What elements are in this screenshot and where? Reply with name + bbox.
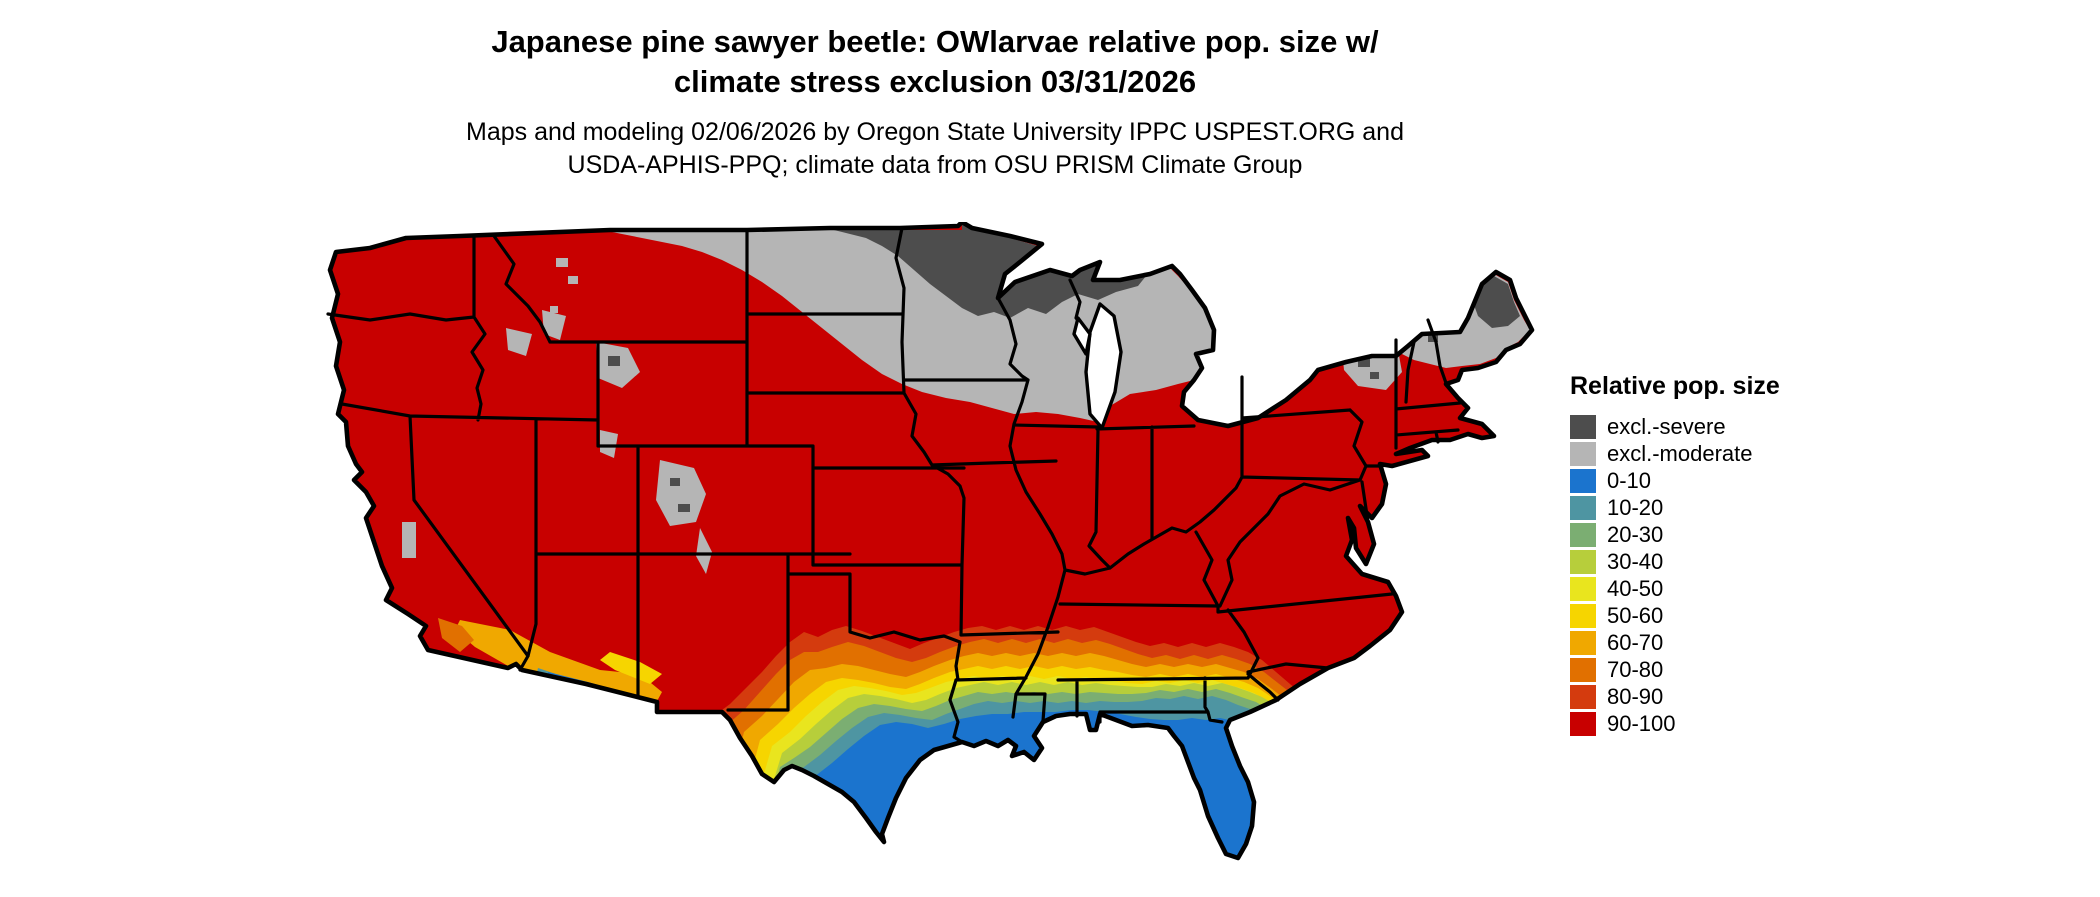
map-subtitle-line1: Maps and modeling 02/06/2026 by Oregon S… [466,118,1404,146]
map-channel-island-dot [440,682,448,686]
map-patch-mt-gray3 [550,306,558,313]
legend-row-r30-40: 30-40 [1570,548,1900,575]
legend: Relative pop. size excl.-severe excl.-mod… [1570,372,1900,737]
map-patch-utah-gray [600,430,618,458]
legend-label-r0-10: 0-10 [1607,467,1652,493]
legend-label-r30-40: 30-40 [1607,548,1664,574]
legend-label-excl-moderate: excl.-moderate [1607,440,1753,466]
legend-row-excl-moderate: excl.-moderate [1570,440,1900,467]
legend-label-r50-60: 50-60 [1607,602,1664,628]
map-patch-sierra-gray [402,522,416,558]
legend-label-r20-30: 20-30 [1607,521,1664,547]
header: Japanese pine sawyer beetle: OWlarvae re… [0,22,1870,182]
map-florida-keys-dot [1194,872,1202,876]
us-choropleth-map [310,219,1550,892]
legend-title: Relative pop. size [1570,372,1780,400]
map-channel-island-dot [452,674,460,678]
map-region-excl-moderate-north [602,224,1214,422]
map-title-line1: Japanese pine sawyer beetle: OWlarvae re… [491,24,1379,59]
map-channel-island-dot [462,684,469,688]
legend-row-r60-70: 60-70 [1570,629,1900,656]
map-subtitle: Maps and modeling 02/06/2026 by Oregon S… [0,116,1870,182]
legend-row-excl-severe: excl.-severe [1570,413,1900,440]
map-patch-socal-orange [438,618,474,652]
map-region-maine-dark [1470,276,1520,328]
legend-row-r10-20: 10-20 [1570,494,1900,521]
legend-label-r40-50: 40-50 [1607,575,1664,601]
legend-swatch-r20-30 [1570,522,1596,547]
legend-row-r90-100: 90-100 [1570,710,1900,737]
legend-label-r60-70: 60-70 [1607,629,1664,655]
us-outline [327,219,1535,861]
legend-swatch-r40-50 [1570,576,1596,601]
legend-row-r70-80: 70-80 [1570,656,1900,683]
legend-row-r20-30: 20-30 [1570,521,1900,548]
map-title-line2: climate stress exclusion 03/31/2026 [673,64,1197,99]
legend-swatch-excl-moderate [1570,441,1596,466]
legend-row-r50-60: 50-60 [1570,602,1900,629]
map-patch-adirondack-dark [1358,358,1370,367]
map-patch-idaho-gray [542,310,566,340]
legend-row-r0-10: 0-10 [1570,467,1900,494]
legend-label-r70-80: 70-80 [1607,656,1664,682]
legend-label-r80-90: 80-90 [1607,683,1664,709]
map-title: Japanese pine sawyer beetle: OWlarvae re… [0,22,1870,102]
legend-items: excl.-severe excl.-moderate 0-10 10-20 20-30… [1570,413,1900,737]
legend-label-r90-100: 90-100 [1607,710,1676,736]
legend-row-r80-90: 80-90 [1570,683,1900,710]
legend-row-r40-50: 40-50 [1570,575,1900,602]
legend-swatch-r70-80 [1570,657,1596,682]
map-subtitle-line2: USDA-APHIS-PPQ; climate data from OSU PR… [567,151,1303,179]
map-patch-mt-gray2 [568,276,578,284]
map-patch-sw-gold [600,652,662,684]
map-patch-mt-gray [556,258,568,267]
map-region-excl-severe-north [834,224,1146,318]
legend-swatch-r10-20 [1570,495,1596,520]
map-patch-colorado-gray [656,460,706,526]
map-florida-keys-dot [1172,882,1178,885]
legend-swatch-r50-60 [1570,603,1596,628]
map-patch-colorado-dark2 [678,504,690,512]
legend-swatch-r80-90 [1570,684,1596,709]
map-patch-idaho-gray2 [506,328,532,356]
map-patch-yellowstone-dark [608,356,620,366]
legend-swatch-r30-40 [1570,549,1596,574]
legend-swatch-r90-100 [1570,711,1596,736]
legend-label-excl-severe: excl.-severe [1607,413,1726,439]
green-bay [1072,316,1092,356]
map-patch-adirondack-dark2 [1370,372,1379,379]
legend-swatch-r60-70 [1570,630,1596,655]
map-patch-colorado-dark [670,478,680,486]
legend-swatch-r0-10 [1570,468,1596,493]
legend-label-r10-20: 10-20 [1607,494,1664,520]
us-map-svg [326,219,1535,885]
legend-swatch-excl-severe [1570,414,1596,439]
map-florida-keys-dot [1208,876,1218,880]
map-florida-keys-dot [1222,872,1228,875]
map-channel-island-dot [430,670,436,674]
map-patch-nm-gray [696,528,712,574]
